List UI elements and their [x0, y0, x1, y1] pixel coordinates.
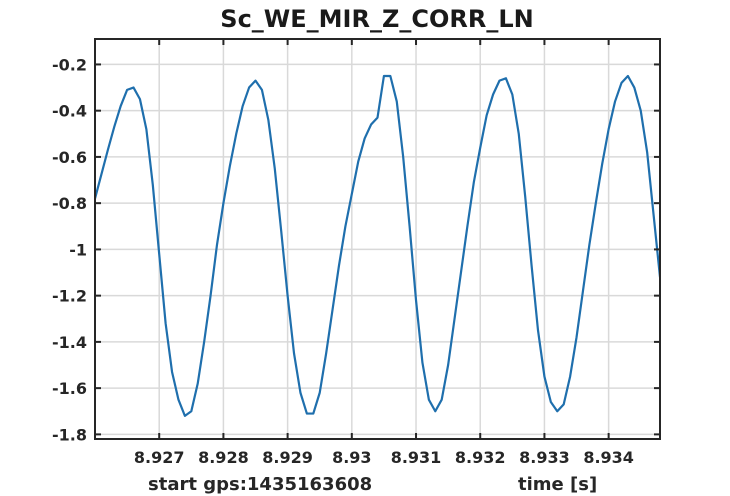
grid-lines: [95, 39, 660, 439]
y-tick-label: -0.2: [52, 55, 87, 74]
series-line: [95, 74, 660, 417]
x-axis-label-start-gps: start gps:1435163608: [148, 474, 372, 495]
x-axis-label-time: time [s]: [518, 474, 597, 495]
x-tick-label: 8.932: [455, 448, 506, 467]
y-tick-label: -0.8: [52, 194, 87, 213]
plot-area: [95, 74, 660, 417]
x-tick-label: 8.931: [391, 448, 442, 467]
x-tick-label: 8.929: [262, 448, 313, 467]
y-tick-label: -1.8: [52, 425, 87, 444]
y-tick-label: -1.2: [52, 287, 87, 306]
y-tick-label: -0.4: [52, 102, 87, 121]
axes-box: [94, 38, 661, 440]
y-tick-label: -0.6: [52, 148, 87, 167]
y-tick-label: -1.6: [52, 379, 87, 398]
x-tick-label: 8.927: [134, 448, 185, 467]
x-tick-label: 8.93: [332, 448, 371, 467]
x-tick-label: 8.928: [198, 448, 249, 467]
x-tick-label: 8.934: [583, 448, 634, 467]
y-axis-ticks: -0.2 -0.4 -0.6 -0.8 -1 -1.2 -1.4 -1.6 -1.8: [52, 55, 660, 444]
y-tick-label: -1.4: [52, 333, 87, 352]
x-tick-label: 8.933: [519, 448, 570, 467]
y-tick-label: -1: [69, 240, 87, 259]
chart-title: Sc_WE_MIR_Z_CORR_LN: [220, 5, 533, 33]
